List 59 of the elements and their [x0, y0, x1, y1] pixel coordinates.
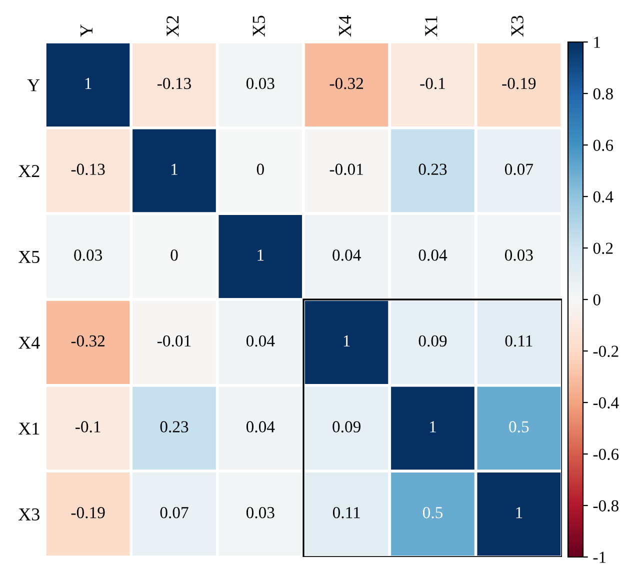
data-label: -0.13 [158, 78, 191, 90]
data-label: -0.32 [71, 335, 105, 347]
data-label: -0.1 [420, 78, 445, 90]
data-label: 1 [172, 164, 178, 175]
data-label: 0.23 [160, 421, 188, 432]
data-label: 0.03 [74, 250, 102, 261]
data-label: 0.09 [332, 421, 360, 432]
y-tick-label: X3 [18, 508, 40, 521]
data-label: -0.32 [330, 78, 364, 90]
color-bar-label: -1 [593, 552, 606, 563]
data-label: 0.09 [418, 335, 447, 347]
color-bar-label: 0.2 [593, 242, 613, 254]
x-tick-label: X5 [252, 16, 265, 37]
data-label: 1 [516, 507, 522, 518]
data-label: 0.23 [418, 164, 447, 175]
y-tick-label: X2 [18, 165, 40, 178]
color-bar-label: 0.6 [593, 140, 614, 152]
x-tick-label: X4 [339, 15, 351, 37]
data-label: 0.04 [332, 250, 361, 261]
data-label: 0.04 [246, 335, 275, 347]
x-tick-label: X1 [425, 16, 438, 37]
data-label: 0.11 [505, 335, 532, 347]
data-label: 0.5 [422, 507, 443, 518]
data-label: -0.19 [502, 78, 536, 90]
data-label: -0.01 [330, 164, 363, 175]
color-bar-label: -0.4 [593, 397, 619, 409]
data-label: 0.5 [509, 421, 529, 432]
data-label: 0.03 [246, 78, 274, 90]
color-bar-label: 0.8 [593, 88, 613, 100]
data-label: 0.03 [246, 507, 274, 518]
data-label: 0.04 [418, 250, 448, 261]
x-tick-label: X3 [511, 16, 524, 37]
y-tick-label: X4 [18, 336, 40, 349]
color-bar-label: 0.4 [593, 191, 614, 203]
data-label: -0.1 [76, 421, 100, 432]
data-label: -0.13 [71, 164, 105, 175]
x-tick-label: Y [80, 24, 92, 37]
data-label: 1 [344, 335, 350, 346]
y-tick-label: Y [27, 79, 40, 92]
data-label: 0.11 [332, 507, 360, 518]
y-tick-label: X1 [18, 422, 40, 435]
color-bar-label: 1 [594, 36, 600, 48]
data-label: -0.01 [158, 335, 191, 347]
data-label: 0.03 [504, 250, 533, 261]
color-bar-label: -0.6 [593, 448, 619, 460]
y-tick-label: X5 [18, 251, 40, 264]
data-label: 0 [170, 250, 178, 261]
data-label: 1 [430, 421, 436, 432]
data-label: 0.07 [504, 164, 534, 175]
data-label: 0.04 [246, 421, 275, 432]
color-bar-label: 0 [593, 294, 600, 306]
data-label: 0.07 [160, 507, 188, 518]
x-tick-label: X2 [166, 16, 179, 37]
data-label: 0 [256, 164, 264, 175]
data-label: 1 [85, 78, 92, 89]
data-label: 1 [258, 250, 264, 261]
color-bar-label: -0.8 [593, 500, 618, 512]
color-bar-label: -0.2 [593, 346, 618, 358]
data-label: -0.19 [71, 507, 105, 518]
